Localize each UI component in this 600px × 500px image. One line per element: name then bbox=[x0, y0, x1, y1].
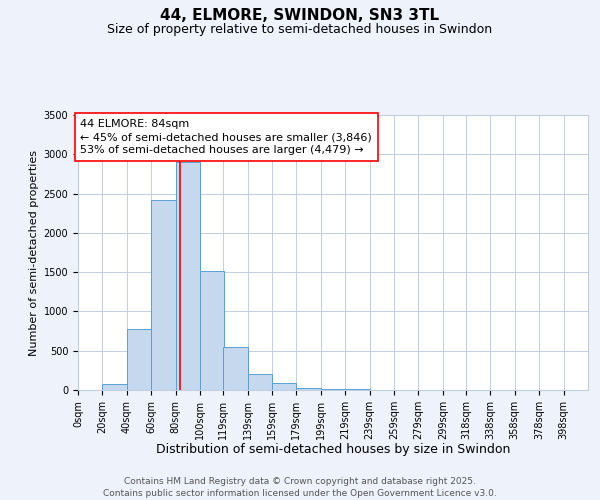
Y-axis label: Number of semi-detached properties: Number of semi-detached properties bbox=[29, 150, 40, 356]
Text: 44 ELMORE: 84sqm
← 45% of semi-detached houses are smaller (3,846)
53% of semi-d: 44 ELMORE: 84sqm ← 45% of semi-detached … bbox=[80, 119, 372, 156]
Bar bbox=[103, 384, 127, 390]
Bar bbox=[321, 389, 345, 390]
Bar bbox=[223, 347, 248, 390]
Bar bbox=[272, 382, 296, 390]
Bar bbox=[176, 162, 200, 390]
Bar bbox=[248, 374, 272, 390]
Bar bbox=[296, 388, 321, 390]
X-axis label: Distribution of semi-detached houses by size in Swindon: Distribution of semi-detached houses by … bbox=[156, 444, 510, 456]
Bar bbox=[200, 272, 224, 390]
Bar bbox=[127, 328, 151, 390]
Bar bbox=[151, 200, 176, 390]
Text: 44, ELMORE, SWINDON, SN3 3TL: 44, ELMORE, SWINDON, SN3 3TL bbox=[160, 8, 440, 22]
Text: Contains HM Land Registry data © Crown copyright and database right 2025.
Contai: Contains HM Land Registry data © Crown c… bbox=[103, 476, 497, 498]
Text: Size of property relative to semi-detached houses in Swindon: Size of property relative to semi-detach… bbox=[107, 22, 493, 36]
